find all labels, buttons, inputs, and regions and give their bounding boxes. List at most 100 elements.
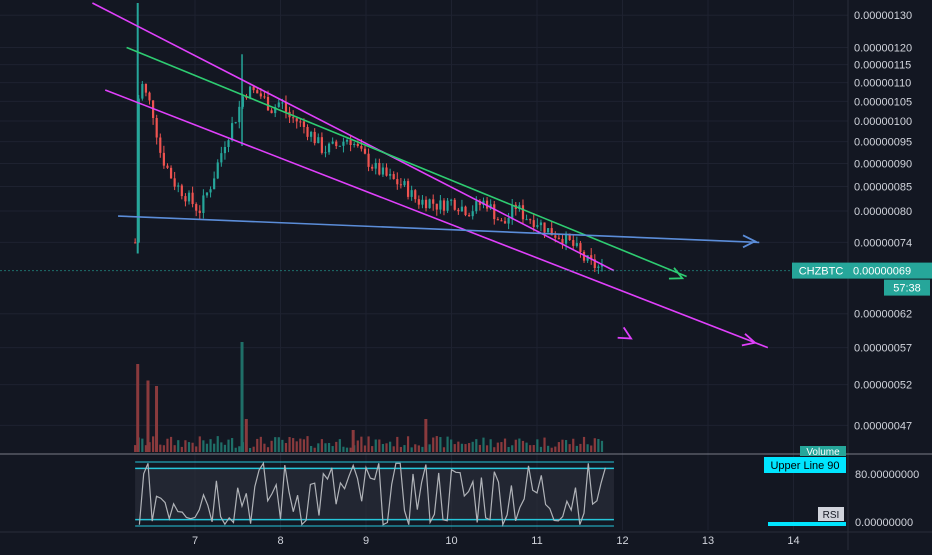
volume-bars — [134, 342, 604, 452]
trendline[interactable] — [126, 46, 687, 278]
candle-body — [428, 199, 431, 209]
volume-bar — [514, 439, 517, 452]
candle-body — [177, 185, 180, 187]
volume-bar — [392, 446, 395, 452]
volume-bar — [141, 438, 144, 452]
volume-bar — [575, 445, 578, 452]
candle-body — [378, 162, 381, 175]
y-tick-label: 0.00000105 — [854, 96, 912, 108]
volume-bar — [345, 447, 349, 452]
arrow-head[interactable] — [668, 267, 685, 284]
candle-body — [137, 98, 140, 243]
candle-body — [134, 242, 137, 244]
candle-body — [313, 131, 316, 144]
volume-bar — [432, 437, 435, 452]
candle-body — [417, 199, 420, 205]
candle-body — [198, 210, 201, 214]
volume-bar — [180, 446, 183, 452]
volume-bar — [439, 437, 442, 452]
candle-body — [220, 153, 223, 163]
candle-body — [471, 211, 474, 217]
candle-body — [263, 96, 266, 98]
candle-body — [306, 126, 309, 137]
volume-bar — [310, 445, 313, 452]
volume-bar — [593, 438, 596, 452]
volume-bar — [442, 447, 446, 452]
trendline[interactable] — [104, 89, 769, 349]
volume-bar — [496, 442, 499, 452]
volume-bar — [586, 444, 589, 452]
trendline[interactable] — [92, 2, 615, 272]
volume-bar — [198, 436, 201, 452]
y-tick-label: 0.00000120 — [854, 42, 912, 54]
arrow-head[interactable] — [742, 234, 758, 249]
volume-bar — [205, 443, 209, 452]
x-tick-label: 14 — [787, 535, 799, 547]
volume-bar — [266, 447, 270, 452]
volume-bar — [503, 438, 507, 452]
volume-spike — [155, 386, 159, 452]
arrow-stroke — [617, 326, 633, 340]
y-tick-label: 0.00000130 — [854, 10, 912, 22]
volume-bar — [299, 438, 302, 452]
candle-body — [442, 200, 446, 211]
x-tick-label: 12 — [616, 535, 628, 547]
volume-bar — [335, 441, 338, 452]
candle-body — [525, 219, 528, 221]
trendline[interactable] — [118, 215, 760, 244]
volume-bar — [277, 437, 280, 452]
candle-body — [381, 167, 385, 175]
volume-bar — [324, 443, 327, 452]
candle-body — [396, 179, 399, 185]
volume-bar — [489, 439, 492, 452]
volume-bar — [320, 439, 323, 452]
candle-body — [342, 141, 345, 146]
volume-bar — [435, 436, 438, 452]
volume-bar — [169, 436, 173, 452]
candle-body — [202, 195, 205, 214]
volume-bar — [457, 441, 460, 452]
candle-body — [385, 167, 388, 176]
candle-body — [353, 143, 356, 145]
arrow-stroke — [668, 267, 685, 280]
arrow-head[interactable] — [741, 333, 757, 349]
rsi-tick-label: 0.00000000 — [855, 517, 913, 529]
candle-body — [360, 146, 363, 149]
candle-body — [345, 140, 349, 142]
x-tick-label: 11 — [531, 535, 542, 547]
candle-body — [180, 185, 183, 197]
volume-bar — [475, 439, 478, 452]
volume-bar — [493, 447, 496, 452]
candle-body — [295, 118, 298, 122]
candle-body — [238, 106, 241, 123]
volume-bar — [270, 440, 273, 452]
volume-bar — [342, 446, 345, 452]
candle-body — [292, 117, 295, 119]
arrow-head[interactable] — [617, 326, 634, 343]
volume-bar — [374, 439, 377, 452]
volume-bar — [460, 443, 464, 452]
trendlines[interactable] — [92, 2, 769, 349]
volume-bar — [288, 437, 291, 452]
volume-bar — [518, 438, 521, 452]
candle-body — [554, 235, 557, 238]
candle-body — [406, 181, 410, 197]
volume-bar — [248, 447, 252, 452]
volume-bar — [349, 447, 352, 452]
candle-body — [593, 259, 596, 268]
candle-body — [564, 233, 568, 244]
rsi-label: RSI — [823, 510, 840, 521]
candle-body — [327, 143, 331, 153]
lower-line-badge — [768, 522, 846, 526]
y-tick-label: 0.00000115 — [854, 60, 911, 72]
x-tick-label: 10 — [445, 535, 457, 547]
volume-bar — [421, 446, 424, 452]
candle-body — [575, 243, 578, 246]
candle-body — [468, 215, 471, 217]
candle-body — [475, 200, 478, 212]
volume-bar — [327, 442, 331, 452]
candle-body — [489, 204, 492, 209]
candle-body — [403, 181, 406, 186]
